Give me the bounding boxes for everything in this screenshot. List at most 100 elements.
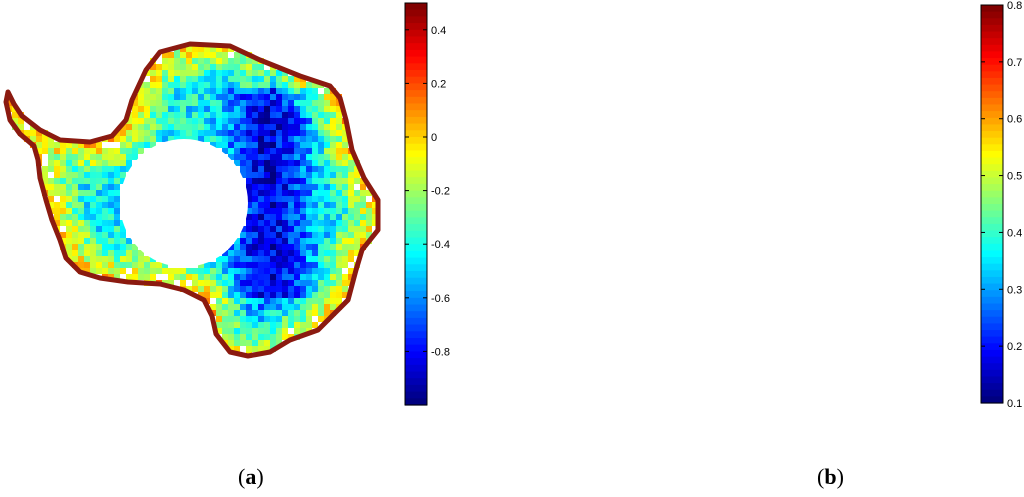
map-cell — [282, 184, 288, 190]
map-cell — [228, 322, 234, 328]
map-cell — [150, 136, 156, 142]
map-cell — [216, 118, 222, 124]
map-cell — [228, 94, 234, 100]
map-cell — [222, 106, 228, 112]
map-cell — [348, 202, 354, 208]
map-cell — [246, 184, 252, 190]
map-cell — [246, 226, 252, 232]
colorbar-segment — [981, 349, 1003, 358]
map-cell — [246, 64, 252, 70]
map-cell — [102, 148, 108, 154]
map-cell — [288, 214, 294, 220]
map-cell — [282, 100, 288, 106]
map-cell — [132, 256, 138, 262]
map-cell — [228, 130, 234, 136]
colorbar-segment — [405, 137, 427, 145]
map-cell — [252, 274, 258, 280]
map-cell — [282, 322, 288, 328]
map-cell — [162, 88, 168, 94]
map-cell — [66, 244, 72, 250]
map-cell — [240, 148, 246, 154]
map-cell — [222, 142, 228, 148]
map-cell — [264, 100, 270, 106]
map-cell — [240, 304, 246, 310]
map-cell — [78, 250, 84, 256]
map-cell — [108, 208, 114, 214]
map-cell — [186, 268, 192, 274]
map-cell — [48, 142, 54, 148]
map-cell — [258, 184, 264, 190]
map-cell — [264, 184, 270, 190]
map-cell — [306, 160, 312, 166]
map-cell — [336, 124, 342, 130]
map-cell — [222, 274, 228, 280]
map-cell — [264, 82, 270, 88]
map-cell — [234, 148, 240, 154]
map-cell — [324, 304, 330, 310]
map-cell — [186, 82, 192, 88]
map-cell — [348, 274, 354, 280]
map-cell — [174, 94, 180, 100]
map-cell — [318, 280, 324, 286]
colorbar-segment — [981, 376, 1003, 384]
map-cell — [282, 130, 288, 136]
map-cell — [294, 124, 300, 130]
colorbar-segment — [405, 204, 427, 212]
map-cell — [276, 334, 282, 340]
colorbar-segment — [405, 304, 427, 312]
map-cell — [264, 130, 270, 136]
map-cell — [108, 262, 114, 268]
map-cell — [336, 178, 342, 184]
map-cell — [312, 280, 318, 286]
map-cell — [282, 280, 288, 286]
map-cell — [330, 298, 336, 304]
map-cell — [234, 58, 240, 64]
map-cell — [300, 250, 306, 256]
map-cell — [288, 232, 294, 238]
map-cell — [108, 238, 114, 244]
map-cell — [228, 154, 234, 160]
map-cell — [114, 262, 120, 268]
map-cell — [60, 232, 66, 238]
map-cell — [114, 274, 120, 280]
map-cell — [210, 292, 216, 298]
map-cell — [222, 328, 228, 334]
map-cell — [258, 280, 264, 286]
map-cell — [270, 190, 276, 196]
map-cell — [36, 130, 42, 136]
map-cell — [246, 160, 252, 166]
map-cell — [300, 82, 306, 88]
map-cell — [372, 220, 378, 226]
map-cell — [234, 52, 240, 58]
map-cell — [120, 232, 126, 238]
map-cell — [300, 292, 306, 298]
map-cell — [186, 58, 192, 64]
map-cell — [246, 214, 252, 220]
map-cell — [342, 184, 348, 190]
map-cell — [210, 118, 216, 124]
map-cell — [222, 100, 228, 106]
map-cell — [216, 316, 222, 322]
map-cell — [270, 244, 276, 250]
map-cell — [66, 184, 72, 190]
map-cell — [324, 208, 330, 214]
map-cell — [126, 274, 132, 280]
map-cell — [318, 250, 324, 256]
map-cell — [318, 208, 324, 214]
map-cell — [282, 178, 288, 184]
colorbar-segment — [405, 116, 427, 125]
map-cell — [270, 184, 276, 190]
colorbar-segment — [405, 324, 427, 332]
map-cell — [264, 94, 270, 100]
map-cell — [180, 274, 186, 280]
map-cell — [114, 244, 120, 250]
map-cell — [228, 64, 234, 70]
map-cell — [84, 238, 90, 244]
map-cell — [276, 124, 282, 130]
map-cell — [24, 130, 30, 136]
map-cell — [330, 148, 336, 154]
map-cell — [72, 238, 78, 244]
map-cell — [228, 250, 234, 256]
map-cell — [240, 142, 246, 148]
map-cell — [336, 172, 342, 178]
